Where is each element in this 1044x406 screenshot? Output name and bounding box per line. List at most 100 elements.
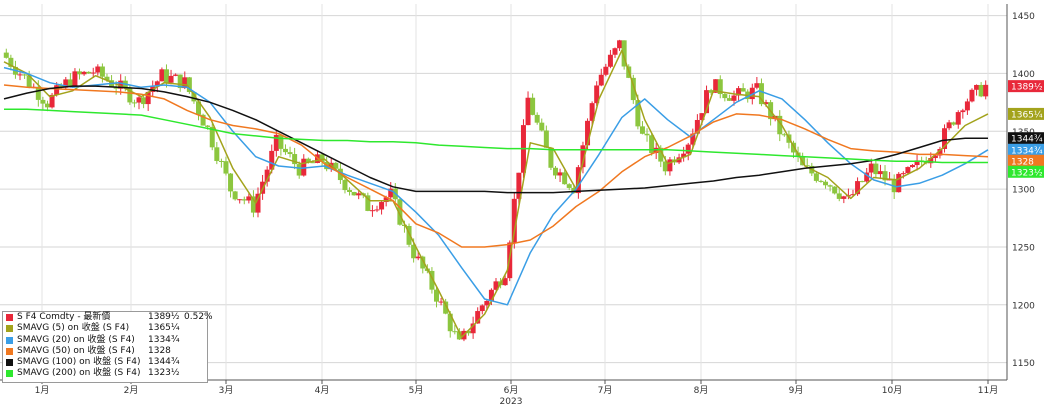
price-tag-label: 1365¼ [1011,110,1043,120]
y-tick-label: 1300 [1012,186,1035,196]
candle-body [63,79,69,88]
candle-body [49,94,55,108]
candle-body [662,161,668,172]
candle-body [67,79,73,87]
legend-series-value: 1365¼ [148,323,180,334]
candle-body [99,66,105,77]
candle-body [196,101,202,115]
candle-body [447,313,453,332]
candle-body [836,193,842,199]
candle-body [859,181,865,183]
price-tag [1008,80,1044,93]
candle-body [566,184,572,188]
candle-body [955,112,961,125]
candle-body [704,90,710,114]
candle-body [255,193,261,213]
candle-body [607,54,613,67]
candle-body [630,77,636,101]
ma-line [3,84,989,248]
candle-body [946,122,952,129]
candle-body [855,181,861,195]
price-tag [1008,107,1044,120]
candle-body [319,154,325,162]
candle-body [379,202,385,210]
candle-body [557,172,563,176]
legend-series-name: SMAVG (50) on 收盤 (S F4) [17,345,135,356]
candle-body [717,79,723,95]
candle-body [818,180,824,182]
candle-body [740,88,746,92]
candle-body [823,181,829,186]
x-tick-label: 7月 [598,385,613,396]
candle-body [223,161,229,174]
price-tag-label: 1334¾ [1011,146,1043,156]
price-tag [1008,132,1044,145]
candle-body [388,188,394,198]
candle-body [896,173,902,193]
candle-body [77,71,83,75]
legend-swatch [6,314,13,321]
legend-series-name: S F4 Comdty - 最新價 [17,312,111,322]
candle-body [333,162,339,169]
candle-body [369,210,375,212]
legend: S F4 Comdty - 最新價 1389½ 0.52% SMAVG (5) … [2,311,213,383]
candle-body [530,97,536,115]
x-tick-label: 6月 [504,385,519,396]
moving-average-lines [3,49,989,338]
candle-body [598,74,604,86]
candle-body [342,180,348,191]
candle-body [168,75,174,83]
candle-body [104,76,110,81]
legend-series-name: SMAVG (20) on 收盤 (S F4) [17,334,135,345]
legend-series-value: 1328 [148,345,171,356]
candle-body [301,158,307,176]
candle-body [571,187,577,194]
candle-body [443,301,449,314]
x-tick-label: 2月 [124,385,139,396]
candle-body [310,162,316,164]
x-tick-label: 8月 [694,385,709,396]
candle-body [127,87,133,103]
candle-body [676,157,682,163]
candle-body [543,130,549,148]
candle-body [159,69,165,82]
price-tag-label: 1328 [1011,157,1034,167]
candle-body [205,125,211,127]
candle-body [406,225,412,245]
y-tick-label: 1150 [1012,359,1035,369]
candle-body [905,167,911,174]
candle-body [502,278,508,286]
candle-body [639,126,645,134]
candle-body [525,97,531,126]
price-tag [1008,154,1044,167]
candle-body [589,103,595,121]
candle-body [411,244,417,259]
candle-body [26,75,32,88]
candle-body [186,77,192,93]
candle-body [754,83,760,88]
price-tag-label: 1344¾ [1011,135,1043,145]
candle-body [287,152,293,155]
candle-body [209,126,215,148]
candle-body [250,196,256,213]
candle-body [749,87,755,100]
candle-body [790,142,796,153]
candle-body [17,74,23,76]
candle-body [456,331,462,340]
candle-body [548,147,554,168]
legend-series-name: SMAVG (5) on 收盤 (S F4) [17,323,130,334]
y-tick-label: 1200 [1012,301,1035,311]
candle-body [475,311,481,324]
candles [3,39,989,342]
candle-body [585,120,591,146]
candle-body [850,194,856,196]
candle-body [552,167,558,176]
candle-body [928,158,934,164]
legend-row: SMAVG (20) on 收盤 (S F4) 1334¾ [3,335,207,346]
candle-body [864,172,870,182]
ma-line [3,49,989,338]
candle-body [365,195,371,211]
candle-body [562,172,568,185]
price-tag-label: 1389½ [1011,83,1043,93]
candle-body [516,172,522,199]
